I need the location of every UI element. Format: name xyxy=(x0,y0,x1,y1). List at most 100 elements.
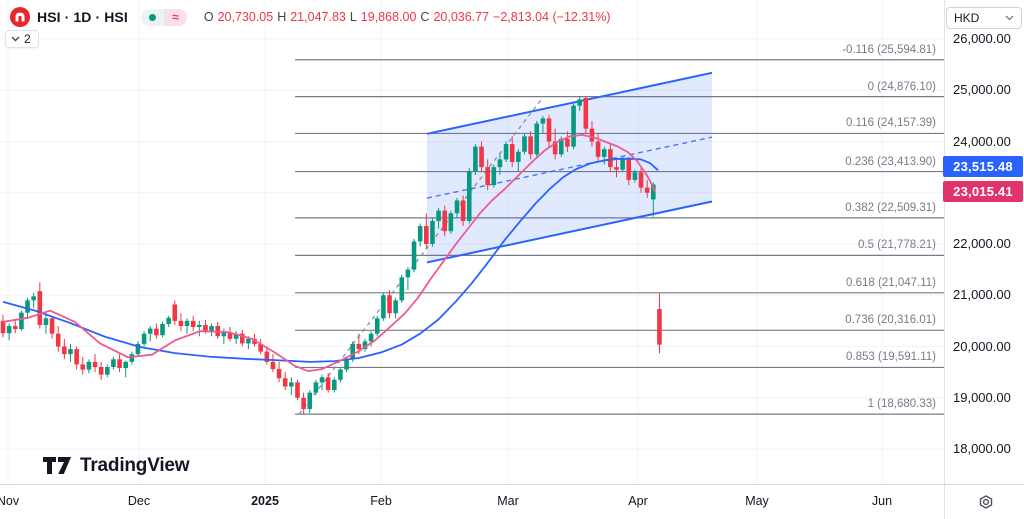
candle xyxy=(239,329,245,347)
price-tick-label: 19,000.00 xyxy=(953,389,1011,405)
candle xyxy=(485,159,490,191)
ma-slow-line xyxy=(2,157,659,363)
candle xyxy=(289,377,294,396)
candle xyxy=(258,338,263,355)
candle xyxy=(473,144,478,175)
market-status-chips[interactable]: ≈ xyxy=(140,8,187,26)
symbol-title[interactable]: HSI · 1D · HSI xyxy=(37,9,128,25)
parallel-channel-drawing[interactable] xyxy=(426,71,713,264)
delayed-data-icon: ≈ xyxy=(163,8,187,26)
candle xyxy=(233,331,239,344)
candle xyxy=(117,354,122,373)
candle xyxy=(55,326,61,352)
chart-canvas[interactable] xyxy=(0,0,944,484)
candle xyxy=(448,210,454,234)
gridlines xyxy=(0,0,944,484)
watermark-text: TradingView xyxy=(80,454,190,476)
candle xyxy=(43,313,49,334)
candle xyxy=(638,167,644,193)
candle xyxy=(172,300,178,325)
open-value: 20,730.05 xyxy=(217,10,274,24)
candle xyxy=(282,372,288,391)
low-value: 19,868.00 xyxy=(360,10,417,24)
candle xyxy=(111,356,116,370)
settings-gear-icon[interactable] xyxy=(976,492,996,512)
price-axis[interactable]: 26,000.00 25,000.00 24,000.00 22,000.00 21,0… xyxy=(943,0,1024,484)
candle xyxy=(491,164,497,188)
candle xyxy=(381,292,386,321)
candle xyxy=(393,297,398,319)
candle xyxy=(589,121,595,147)
candle xyxy=(626,156,632,186)
objects-tree-badge[interactable]: 2 xyxy=(5,30,39,48)
candle xyxy=(460,195,466,227)
open-label: O xyxy=(203,10,214,24)
candle xyxy=(135,341,141,357)
candle xyxy=(12,319,18,334)
candle xyxy=(466,168,472,224)
candle xyxy=(197,320,202,337)
candle xyxy=(497,154,503,175)
candle xyxy=(227,327,233,342)
currency-value: HKD xyxy=(954,11,980,25)
candle xyxy=(430,218,435,247)
price-tick-label: 24,000.00 xyxy=(953,133,1011,149)
high-label: H xyxy=(277,10,287,24)
time-axis[interactable]: Nov Dec 2025 Feb Mar Apr May Jun xyxy=(0,484,1024,519)
candle xyxy=(528,131,533,160)
time-tick-label: 2025 xyxy=(251,494,279,508)
price-tick-label: 20,000.00 xyxy=(953,338,1011,354)
candle xyxy=(154,323,159,339)
hsi-logo-icon xyxy=(10,7,30,27)
close-label: C xyxy=(420,10,430,24)
change-value: −2,813.04 (−12.31%) xyxy=(493,10,611,24)
candle xyxy=(424,213,429,250)
chevron-down-icon xyxy=(11,36,20,42)
candle xyxy=(608,144,613,173)
candle xyxy=(123,360,128,378)
tradingview-logo-icon xyxy=(43,457,71,474)
candle xyxy=(522,133,527,155)
candle xyxy=(270,354,276,373)
close-value: 20,036.77 xyxy=(433,10,490,24)
price-tick-label: 26,000.00 xyxy=(953,31,1011,46)
candle xyxy=(417,223,423,247)
candle xyxy=(503,141,509,162)
candle xyxy=(479,141,484,173)
currency-dropdown[interactable]: HKD xyxy=(946,7,1022,29)
candle xyxy=(516,149,521,173)
price-tick-label: 21,000.00 xyxy=(953,287,1011,303)
candle xyxy=(571,103,576,150)
candle xyxy=(86,359,92,374)
candle xyxy=(129,351,135,365)
price-tick-label: 25,000.00 xyxy=(953,82,1011,98)
low-label: L xyxy=(349,10,357,24)
candle xyxy=(583,96,589,134)
ohlc-legend: O 20,730.05 H 21,047.83 L 19,868.00 C 20,036… xyxy=(204,10,611,24)
time-tick-label: Feb xyxy=(370,494,392,508)
market-status-dot-icon xyxy=(140,8,164,26)
candle xyxy=(62,338,67,360)
candle xyxy=(0,314,6,338)
candle xyxy=(166,315,171,328)
candle xyxy=(657,292,662,354)
candle xyxy=(644,179,650,198)
candle xyxy=(98,361,104,380)
candle xyxy=(313,379,319,396)
candle xyxy=(546,114,552,147)
candle xyxy=(264,346,270,365)
candle xyxy=(209,323,214,337)
ma-slow-price-label: 23,515.48 xyxy=(943,155,1023,177)
symbol-legend[interactable]: HSI · 1D · HSI ≈ O 20,730.05 H 21,047.83 L… xyxy=(10,7,611,27)
candle xyxy=(184,318,190,334)
candle xyxy=(577,96,582,111)
candle xyxy=(92,354,98,373)
candle xyxy=(104,364,110,378)
candle xyxy=(31,292,36,309)
axis-separator xyxy=(944,485,945,519)
candle xyxy=(534,121,540,157)
price-tick-label: 18,000.00 xyxy=(953,441,1011,456)
time-tick-label: May xyxy=(745,494,769,508)
candle xyxy=(295,379,300,401)
